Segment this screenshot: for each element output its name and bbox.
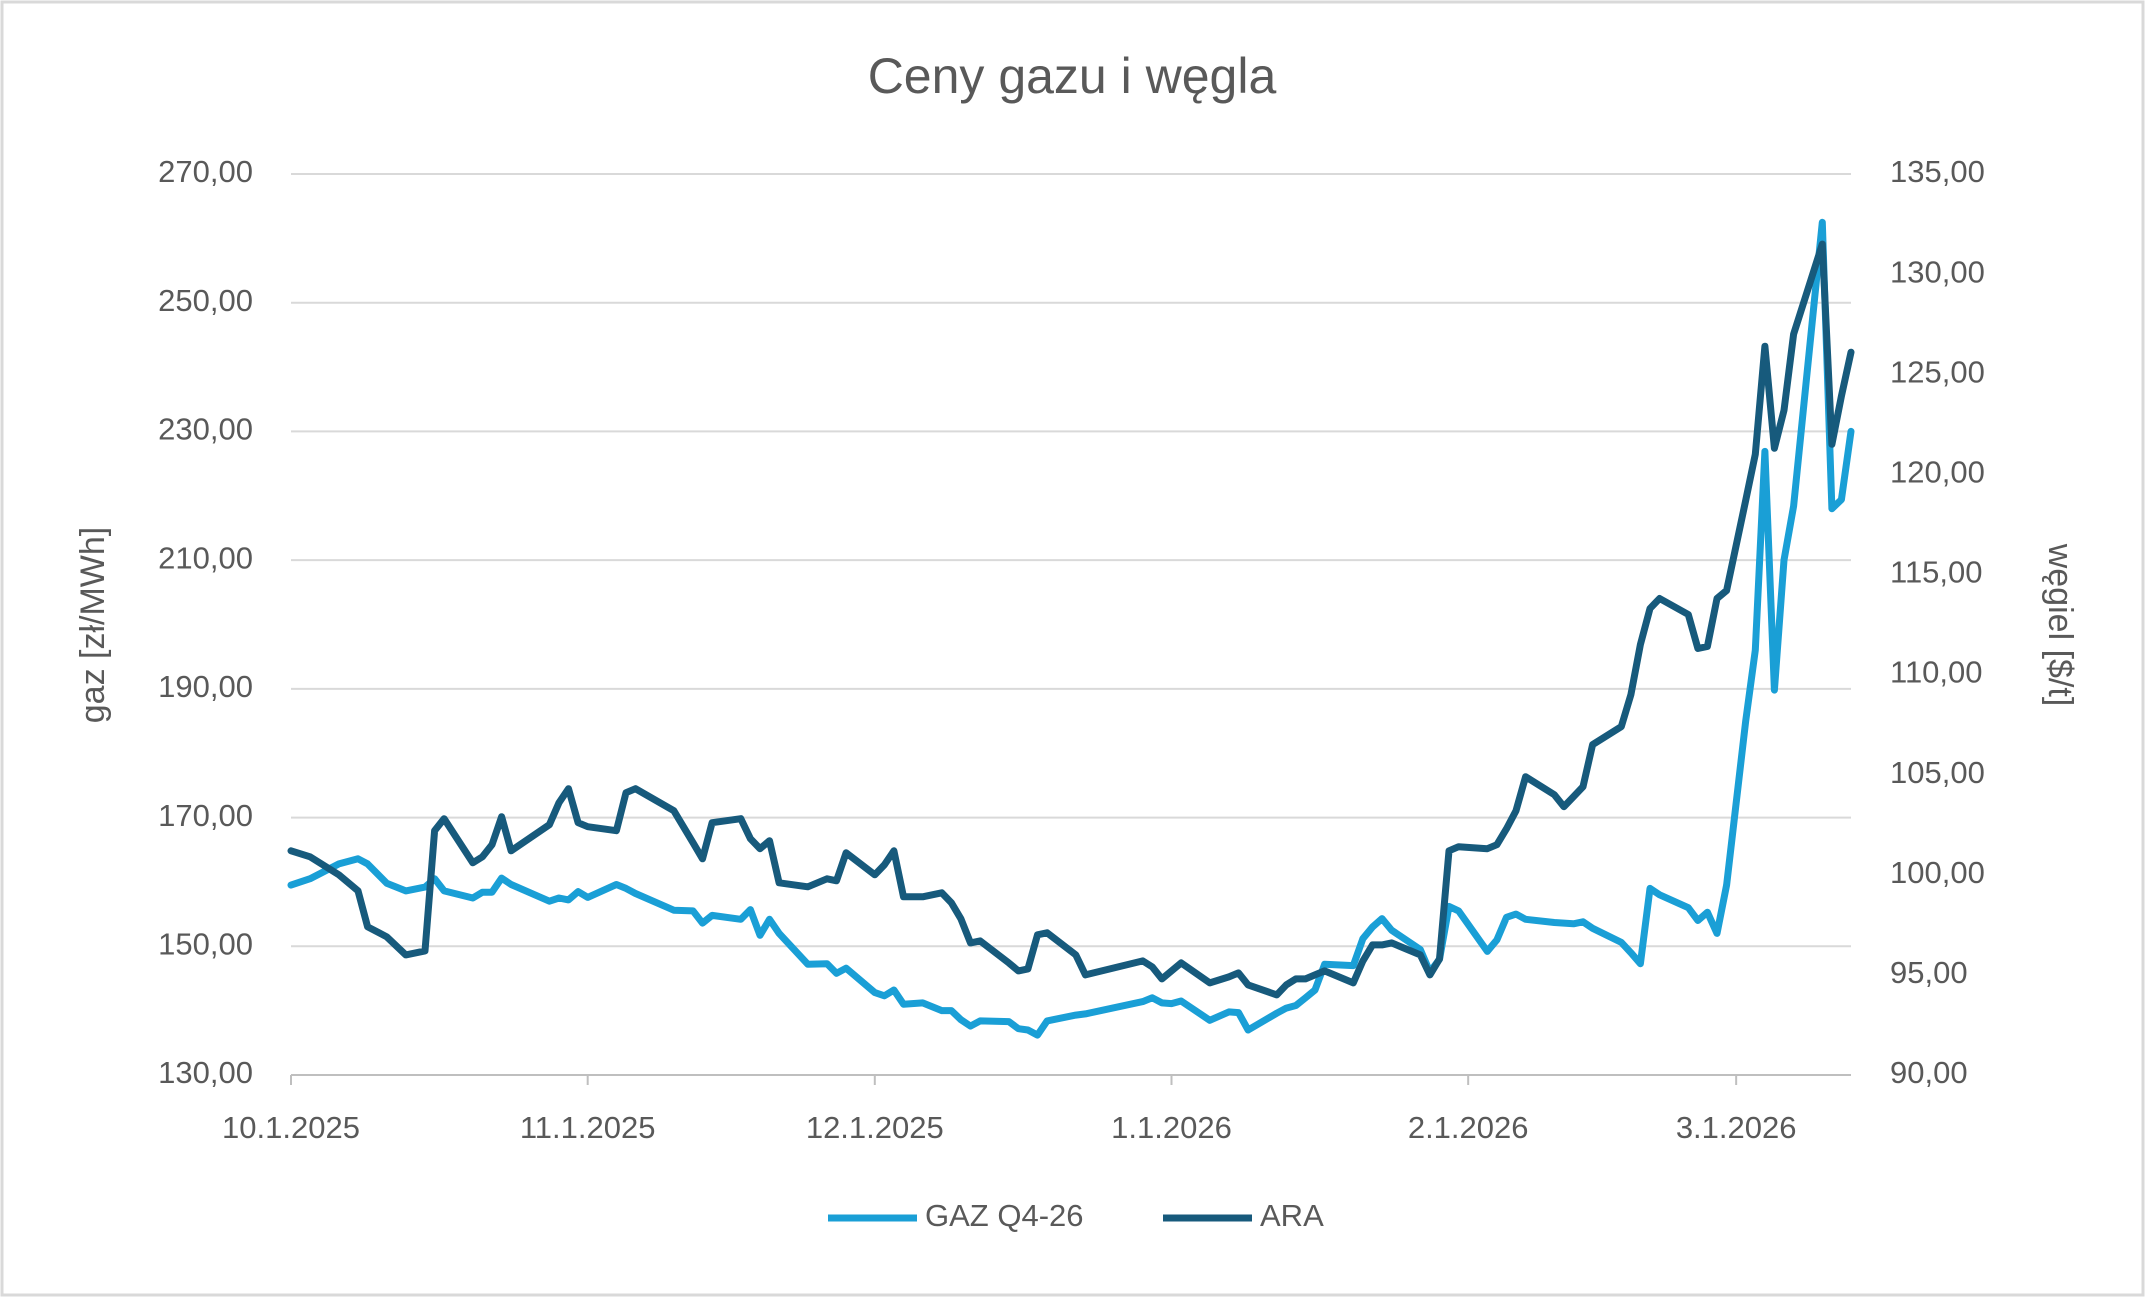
- y2-tick-label: 100,00: [1890, 855, 1985, 890]
- y-tick-label: 270,00: [158, 154, 253, 189]
- y2-tick-label: 135,00: [1890, 154, 1985, 189]
- y2-tick-label: 95,00: [1890, 955, 1968, 990]
- series-line: [287, 240, 1855, 999]
- y2-tick-label: 110,00: [1890, 655, 1983, 690]
- y2-tick-label: 115,00: [1890, 555, 1983, 590]
- y2-tick-label: 90,00: [1890, 1055, 1968, 1090]
- y-tick-label: 170,00: [158, 798, 253, 833]
- y-tick-label: 250,00: [158, 283, 253, 318]
- y-tick-label: 210,00: [158, 540, 253, 575]
- y2-axis-title: węgiel [$/t]: [2041, 543, 2079, 707]
- chart-title: Ceny gazu i węgla: [868, 48, 1277, 104]
- y-tick-label: 130,00: [158, 1055, 253, 1090]
- y2-tick-label: 120,00: [1890, 455, 1985, 490]
- x-tick-label: 3.1.2026: [1676, 1110, 1797, 1145]
- y-tick-label: 230,00: [158, 412, 253, 447]
- x-tick-label: 1.1.2026: [1111, 1110, 1232, 1145]
- x-tick-label: 11.1.2025: [520, 1110, 656, 1145]
- legend-label: ARA: [1260, 1198, 1324, 1233]
- y2-tick-label: 105,00: [1890, 755, 1985, 790]
- x-tick-label: 12.1.2025: [806, 1110, 944, 1145]
- x-tick-label: 2.1.2026: [1408, 1110, 1529, 1145]
- y2-tick-label: 125,00: [1890, 354, 1985, 389]
- legend-label: GAZ Q4-26: [925, 1198, 1084, 1233]
- y-axis-title: gaz [zł/MWh]: [74, 527, 112, 723]
- y-tick-label: 150,00: [158, 926, 253, 961]
- y-tick-label: 190,00: [158, 669, 253, 704]
- y2-tick-label: 130,00: [1890, 254, 1985, 289]
- series-line: [287, 218, 1855, 1039]
- x-tick-label: 10.1.2025: [222, 1110, 360, 1145]
